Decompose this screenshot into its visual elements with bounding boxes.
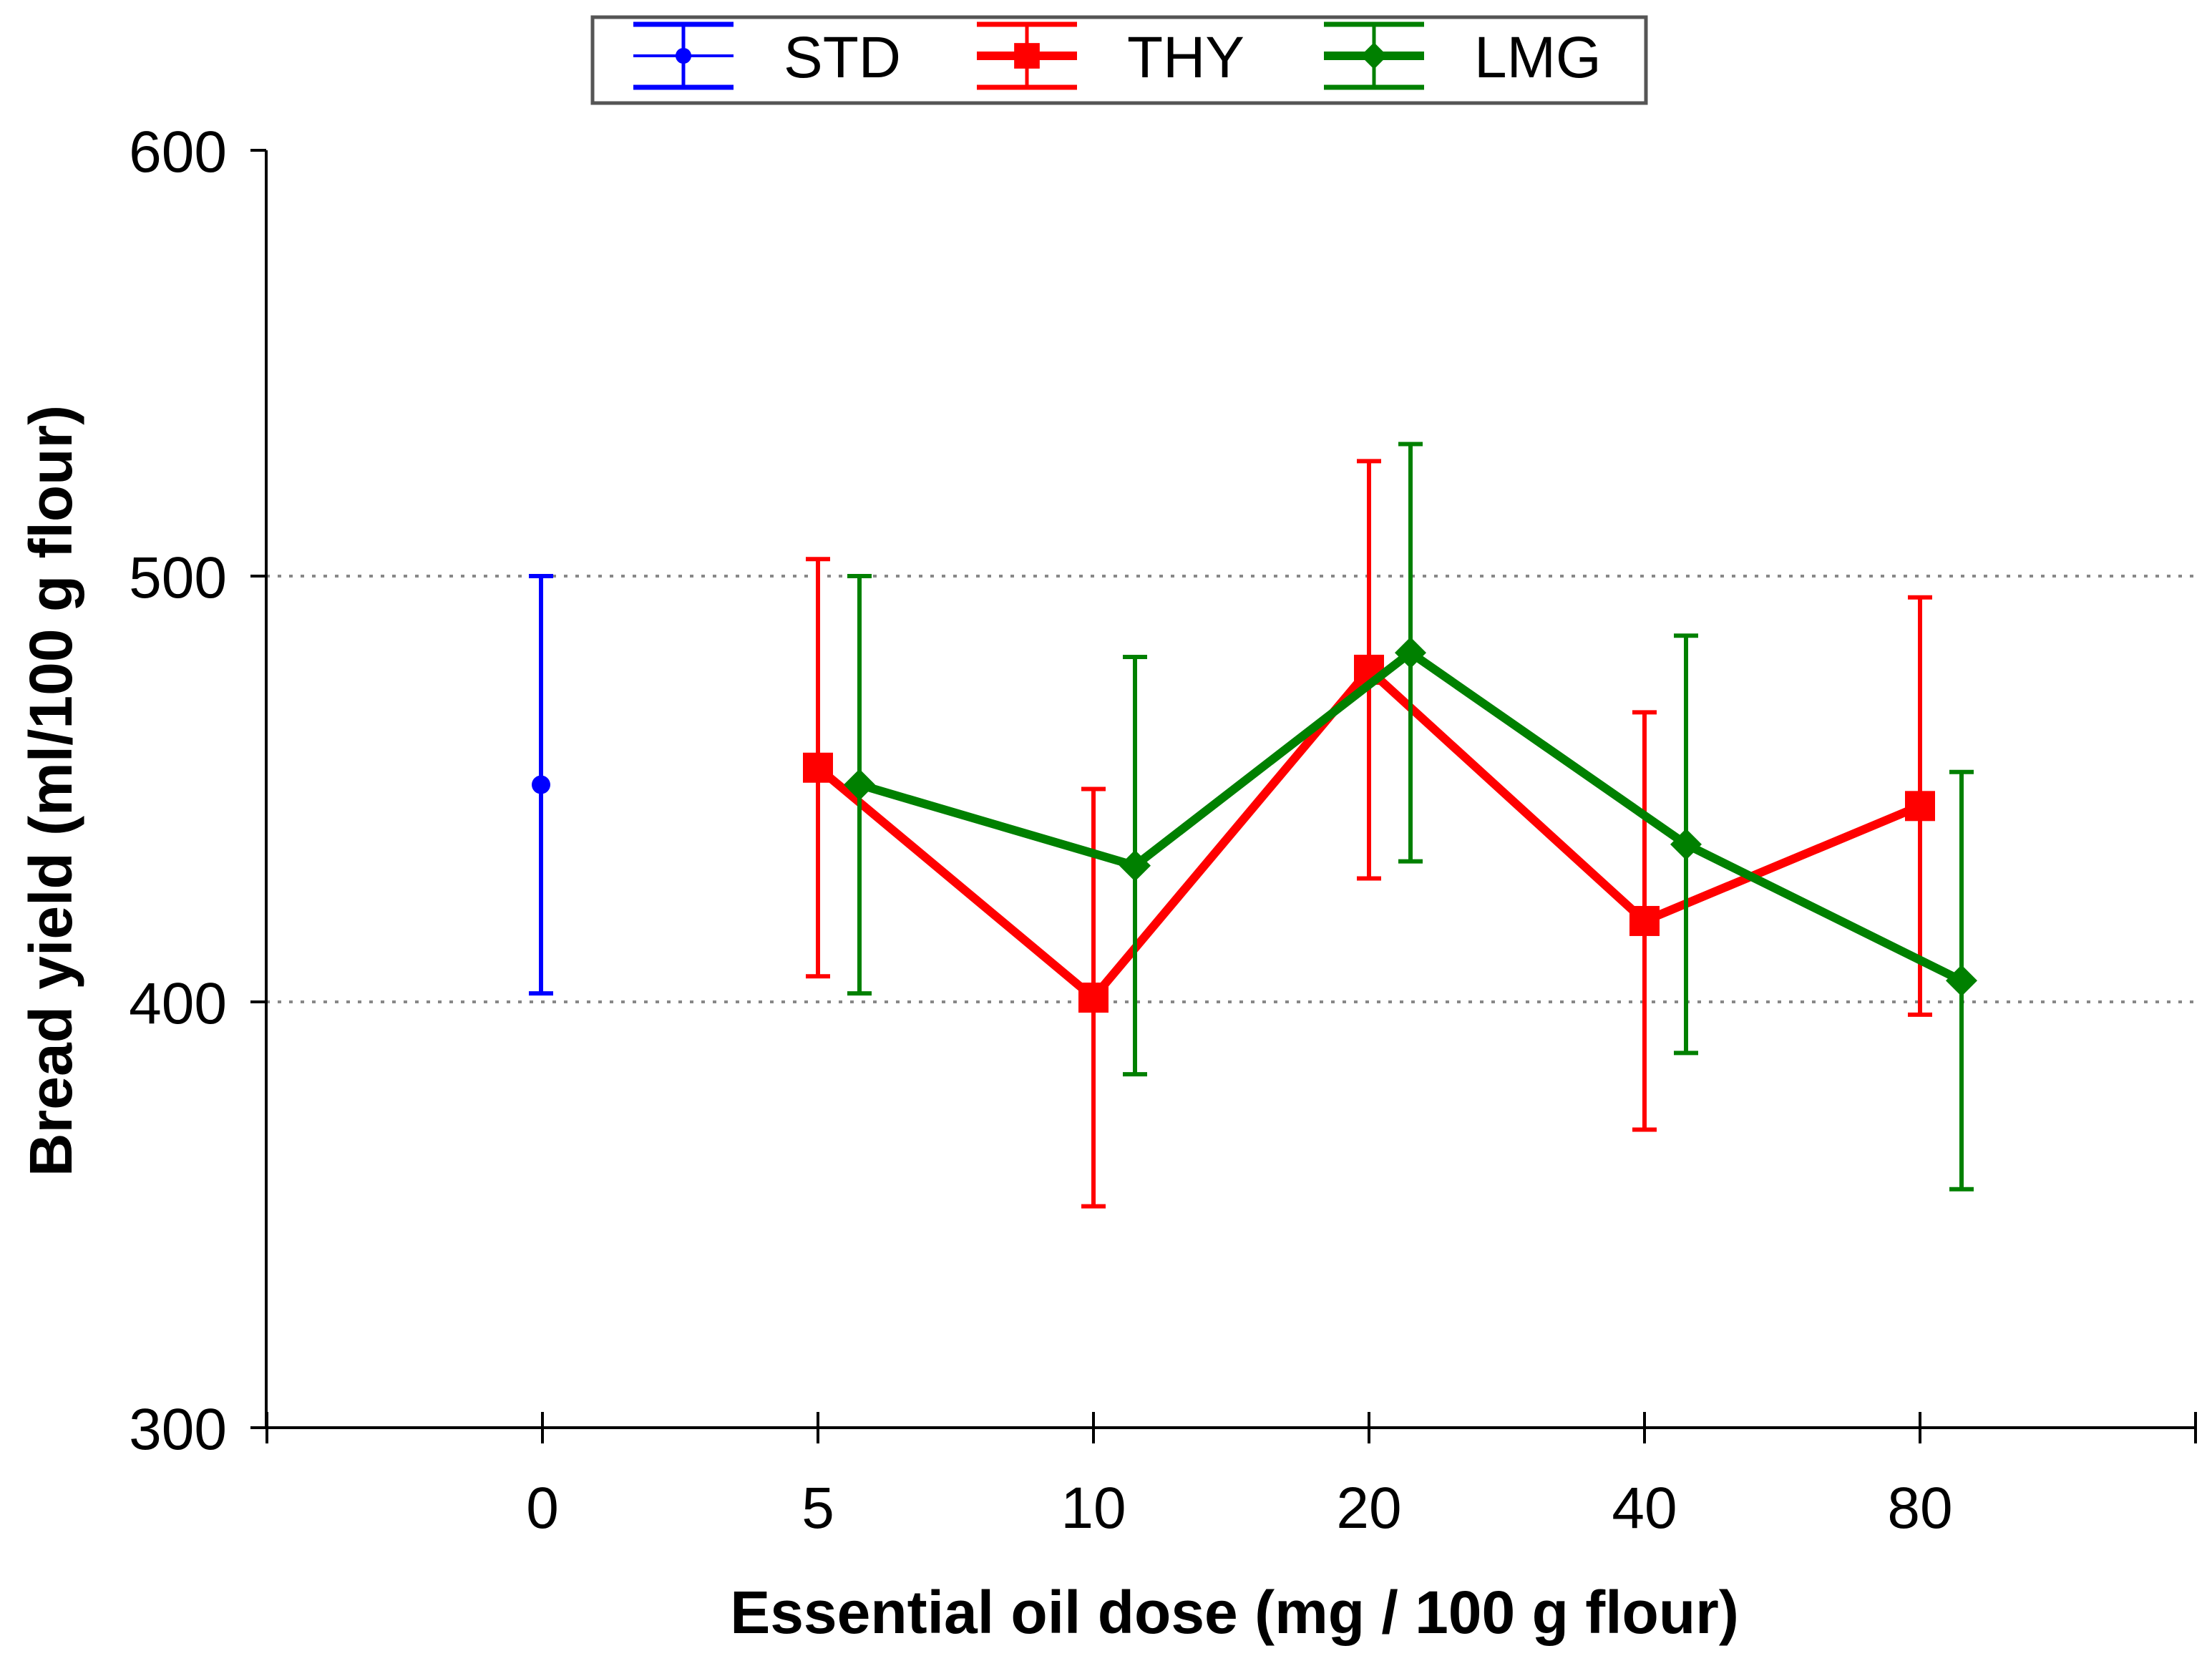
- series-lmg: [844, 442, 1977, 1192]
- legend-marker: [675, 47, 692, 64]
- data-point: [1078, 983, 1109, 1013]
- x-tick-label: 10: [1061, 1476, 1126, 1541]
- legend-item-thy: THY: [977, 21, 1244, 90]
- data-point: [1905, 791, 1935, 822]
- data-point: [1395, 637, 1426, 669]
- data-point: [844, 769, 875, 801]
- y-axis-title: Bread yield (ml/100 g flour): [17, 405, 84, 1177]
- x-axis-title: Essential oil dose (mg / 100 g flour): [730, 1579, 1739, 1646]
- gridlines: [266, 575, 2197, 1003]
- axes: 300 400 500 600 0 5 10 20 40 80: [129, 120, 2197, 1541]
- y-tick-label: 400: [129, 971, 227, 1036]
- legend-label: THY: [1127, 25, 1244, 90]
- y-tick-label: 500: [129, 545, 227, 610]
- series-thy: [803, 459, 1935, 1209]
- legend-box: [590, 15, 1648, 105]
- x-tick-label: 0: [526, 1476, 559, 1541]
- data-point: [1670, 828, 1702, 860]
- y-tick-label: 300: [129, 1397, 227, 1462]
- x-tick-label: 5: [802, 1476, 834, 1541]
- legend-item-lmg: LMG: [1324, 21, 1602, 90]
- legend-marker: [1360, 42, 1388, 69]
- data-point: [532, 775, 550, 794]
- x-tick-label: 80: [1887, 1476, 1952, 1541]
- data-point: [1119, 849, 1151, 882]
- data-point: [1946, 965, 1977, 997]
- legend-label: STD: [784, 25, 901, 90]
- legend: STD THY LMG: [590, 15, 1648, 105]
- legend-item-std: STD: [633, 21, 901, 90]
- legend-label: LMG: [1474, 25, 1602, 90]
- data-point: [803, 752, 833, 783]
- y-tick-label: 600: [129, 120, 227, 185]
- x-tick-label: 40: [1612, 1476, 1677, 1541]
- x-tick-label: 20: [1336, 1476, 1401, 1541]
- series-layer: [529, 442, 1977, 1209]
- data-point: [1629, 905, 1660, 936]
- legend-marker: [1014, 43, 1040, 69]
- series-std: [529, 574, 553, 996]
